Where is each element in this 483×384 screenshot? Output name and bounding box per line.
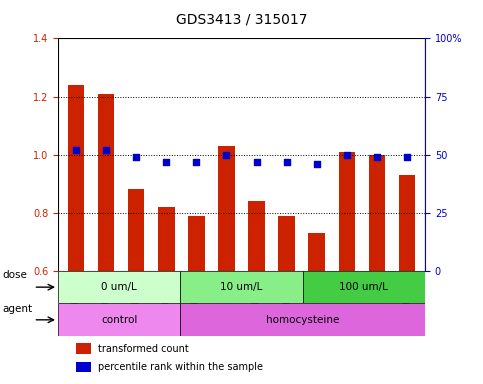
FancyBboxPatch shape (58, 271, 180, 303)
Point (313, 161, 321, 167)
Bar (76, 343, 91, 354)
Point (403, 154, 411, 160)
Text: transformed count: transformed count (99, 344, 189, 354)
Point (253, 159, 260, 165)
Point (102, 147, 110, 153)
Text: GDS3413 / 315017: GDS3413 / 315017 (176, 13, 307, 27)
Bar (369, 155, 385, 271)
Text: control: control (101, 315, 137, 325)
Text: agent: agent (2, 304, 32, 314)
FancyBboxPatch shape (180, 271, 303, 303)
Bar (218, 146, 235, 271)
Point (343, 152, 351, 158)
Point (72, 147, 80, 153)
Bar (128, 189, 144, 271)
Bar (76, 362, 91, 372)
Bar (278, 215, 295, 271)
Bar (339, 152, 355, 271)
Bar (309, 233, 325, 271)
Bar (158, 207, 174, 271)
Bar (68, 85, 85, 271)
Bar (398, 175, 415, 271)
Text: 0 um/L: 0 um/L (101, 282, 137, 292)
Point (373, 154, 381, 160)
Point (132, 154, 140, 160)
Bar (98, 94, 114, 271)
Bar (248, 201, 265, 271)
Text: 10 um/L: 10 um/L (220, 282, 263, 292)
Point (223, 152, 230, 158)
Text: homocysteine: homocysteine (266, 315, 340, 325)
Text: dose: dose (2, 270, 28, 280)
FancyBboxPatch shape (180, 303, 425, 336)
Text: 100 um/L: 100 um/L (340, 282, 388, 292)
Point (162, 159, 170, 165)
Point (283, 159, 290, 165)
FancyBboxPatch shape (303, 271, 425, 303)
FancyBboxPatch shape (58, 303, 180, 336)
Point (193, 159, 200, 165)
Bar (188, 215, 205, 271)
Text: percentile rank within the sample: percentile rank within the sample (99, 362, 263, 372)
